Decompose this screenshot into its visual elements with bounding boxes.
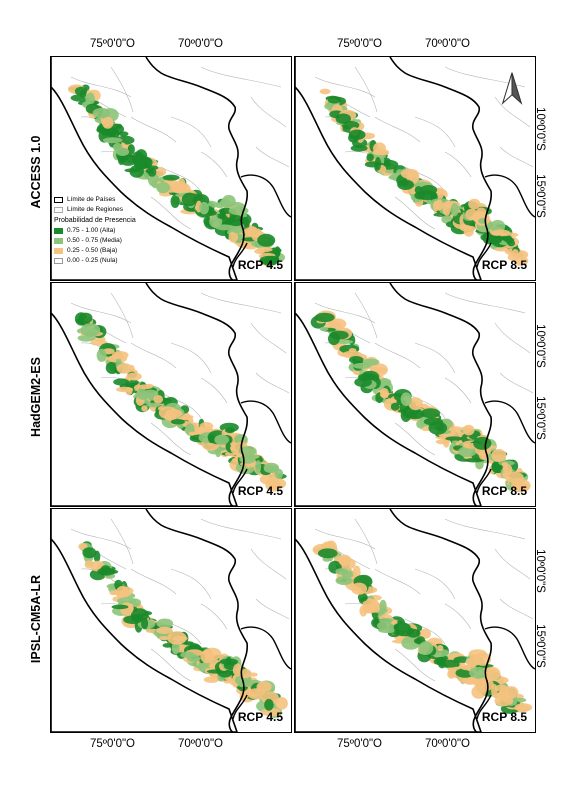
- map-panel-ipsl-rcp45: RCP 4.5: [50, 508, 292, 733]
- scenario-label: RCP 4.5: [237, 258, 283, 272]
- map-svg: [295, 283, 535, 506]
- map-svg: [295, 509, 535, 732]
- legend-swatch-alta: [54, 228, 63, 234]
- map-svg: [51, 283, 291, 506]
- legend-label-baja: 0.25 - 0.50 (Baja): [67, 246, 118, 254]
- top-axis-label-70w-right: 70º0'0"O: [425, 38, 471, 50]
- legend-swatch-countries: [54, 197, 63, 203]
- legend-row-alta: 0.75 - 1.00 (Alta): [54, 226, 136, 236]
- legend-label-regions: Límite de Regiones: [67, 205, 124, 213]
- map-panel-ipsl-rcp85: RCP 8.5: [294, 508, 536, 733]
- bottom-axis-label-75w-right: 75º0'0"O: [337, 738, 383, 750]
- map-panel-hadgem-rcp85: RCP 8.5: [294, 282, 536, 507]
- legend-row-baja: 0.25 - 0.50 (Baja): [54, 246, 136, 256]
- legend-swatch-regions: [54, 207, 63, 213]
- top-axis-label-75w-right: 75º0'0"O: [337, 38, 383, 50]
- map-svg: [51, 57, 291, 280]
- legend-swatch-media: [54, 238, 63, 244]
- legend-label-media: 0.50 - 0.75 (Media): [67, 236, 122, 244]
- map-panel-access-rcp85: RCP 8.5: [294, 56, 536, 281]
- row-label-hadgem: HadGEM2-ES: [29, 357, 43, 437]
- row-label-ipsl: IPSL-CM5A-LR: [29, 574, 43, 664]
- top-axis-label-70w-left: 70º0'0"O: [178, 38, 224, 50]
- map-panel-hadgem-rcp45: RCP 4.5: [50, 282, 292, 507]
- bottom-axis-label-75w-left: 75º0'0"O: [90, 738, 136, 750]
- north-arrow-icon: [501, 72, 523, 105]
- scenario-label: RCP 8.5: [481, 258, 527, 272]
- bottom-axis-label-70w-left: 70º0'0"O: [178, 738, 224, 750]
- map-legend: Límite de Países Límite de Regiones Prob…: [54, 195, 136, 266]
- legend-row-media: 0.50 - 0.75 (Media): [54, 236, 136, 246]
- map-svg: [51, 509, 291, 732]
- row-label-access: ACCESS 1.0: [29, 135, 43, 209]
- legend-swatch-baja: [54, 248, 63, 254]
- map-panel-access-rcp45: Límite de Países Límite de Regiones Prob…: [50, 56, 292, 281]
- legend-label-alta: 0.75 - 1.00 (Alta): [67, 226, 116, 234]
- bottom-axis-label-70w-right: 70º0'0"O: [425, 738, 471, 750]
- legend-label-nula: 0.00 - 0.25 (Nula): [67, 256, 118, 264]
- scenario-label: RCP 8.5: [481, 710, 527, 724]
- scenario-label: RCP 8.5: [481, 484, 527, 498]
- legend-label-countries: Límite de Países: [67, 195, 116, 203]
- legend-row-regions: Límite de Regiones: [54, 205, 136, 215]
- top-axis-label-75w-left: 75º0'0"O: [90, 38, 136, 50]
- scenario-label: RCP 4.5: [237, 484, 283, 498]
- scenario-label: RCP 4.5: [237, 710, 283, 724]
- map-svg: [295, 57, 535, 280]
- legend-swatch-nula: [54, 258, 63, 264]
- legend-row-nula: 0.00 - 0.25 (Nula): [54, 256, 136, 266]
- legend-row-countries: Límite de Países: [54, 195, 136, 205]
- legend-title: Probabilidad de Presencia: [54, 217, 136, 224]
